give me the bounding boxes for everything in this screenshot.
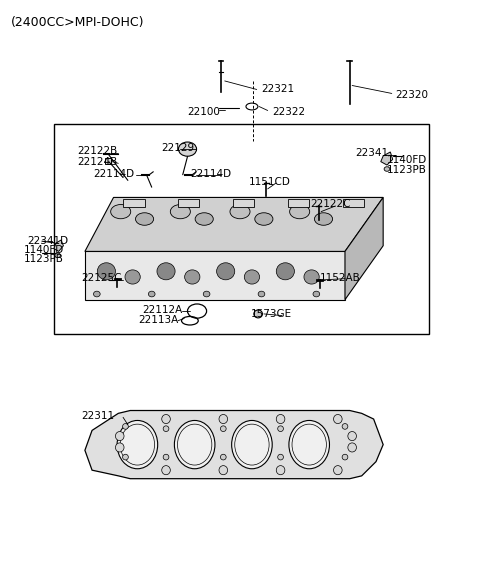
Ellipse shape [334, 465, 342, 475]
Text: 22122C: 22122C [311, 199, 351, 209]
Ellipse shape [384, 167, 390, 171]
Text: 22114D: 22114D [190, 168, 231, 179]
Text: 22125C: 22125C [82, 273, 122, 283]
Ellipse shape [276, 465, 285, 475]
Ellipse shape [342, 455, 348, 460]
Ellipse shape [278, 455, 283, 460]
Bar [106, 158, 111, 164]
Ellipse shape [117, 420, 157, 469]
Text: 1152AB: 1152AB [320, 273, 361, 283]
Ellipse shape [304, 270, 319, 284]
Text: 22341D: 22341D [28, 236, 69, 246]
Bar [178, 199, 199, 207]
Ellipse shape [342, 424, 348, 429]
Ellipse shape [135, 213, 154, 226]
Ellipse shape [220, 426, 226, 432]
Ellipse shape [203, 291, 210, 297]
Ellipse shape [348, 443, 357, 452]
Ellipse shape [220, 455, 226, 460]
Ellipse shape [216, 263, 235, 280]
Ellipse shape [230, 204, 250, 219]
Text: 1123PB: 1123PB [24, 254, 63, 264]
Bar [123, 199, 144, 207]
Bar [233, 199, 254, 207]
Text: 1140FD: 1140FD [24, 246, 63, 255]
Ellipse shape [157, 263, 175, 280]
Ellipse shape [174, 420, 215, 469]
Ellipse shape [195, 213, 213, 226]
Ellipse shape [314, 213, 333, 226]
Ellipse shape [116, 443, 124, 452]
Ellipse shape [254, 310, 263, 318]
Text: 22113A: 22113A [138, 315, 179, 324]
Text: 22311: 22311 [82, 411, 115, 421]
Text: 22129: 22129 [161, 143, 194, 153]
Text: 22122B: 22122B [78, 146, 118, 156]
Bar [343, 199, 364, 207]
Text: (2400CC>MPI-DOHC): (2400CC>MPI-DOHC) [11, 15, 144, 29]
Text: 22100: 22100 [188, 107, 220, 117]
Polygon shape [85, 198, 383, 251]
Text: 1151CD: 1151CD [249, 176, 290, 187]
Ellipse shape [122, 455, 128, 460]
Ellipse shape [163, 455, 169, 460]
Ellipse shape [94, 291, 100, 297]
Ellipse shape [148, 291, 155, 297]
Ellipse shape [116, 432, 124, 441]
Text: 22341: 22341 [356, 148, 389, 158]
Ellipse shape [185, 270, 200, 284]
Polygon shape [54, 240, 63, 251]
Ellipse shape [55, 253, 60, 258]
Ellipse shape [163, 426, 169, 432]
Ellipse shape [179, 142, 197, 156]
Ellipse shape [278, 426, 283, 432]
Ellipse shape [255, 213, 273, 226]
Ellipse shape [219, 415, 228, 424]
Ellipse shape [162, 465, 170, 475]
Polygon shape [85, 411, 383, 478]
Ellipse shape [125, 270, 140, 284]
Ellipse shape [111, 204, 131, 219]
Ellipse shape [162, 415, 170, 424]
Ellipse shape [289, 420, 329, 469]
Text: 22321: 22321 [262, 85, 295, 94]
Polygon shape [381, 152, 393, 165]
Ellipse shape [232, 420, 272, 469]
Text: 22114D: 22114D [93, 168, 134, 179]
Polygon shape [345, 198, 383, 300]
Text: 22320: 22320 [396, 90, 429, 100]
Ellipse shape [276, 263, 294, 280]
Text: 1573GE: 1573GE [251, 309, 292, 319]
Ellipse shape [258, 291, 265, 297]
Text: 1140FD: 1140FD [387, 155, 427, 166]
Text: 22322: 22322 [273, 107, 306, 117]
Bar [288, 199, 309, 207]
Bar [54, 123, 429, 334]
Ellipse shape [334, 415, 342, 424]
Ellipse shape [289, 204, 310, 219]
Text: 1123PB: 1123PB [387, 164, 427, 175]
Text: 22112A: 22112A [142, 305, 182, 315]
Ellipse shape [97, 263, 116, 280]
Ellipse shape [313, 291, 320, 297]
Ellipse shape [348, 432, 357, 441]
Polygon shape [85, 251, 345, 300]
Ellipse shape [122, 424, 128, 429]
Ellipse shape [244, 270, 260, 284]
Ellipse shape [219, 465, 228, 475]
Text: 22124B: 22124B [78, 156, 118, 167]
Ellipse shape [276, 415, 285, 424]
Ellipse shape [170, 204, 191, 219]
